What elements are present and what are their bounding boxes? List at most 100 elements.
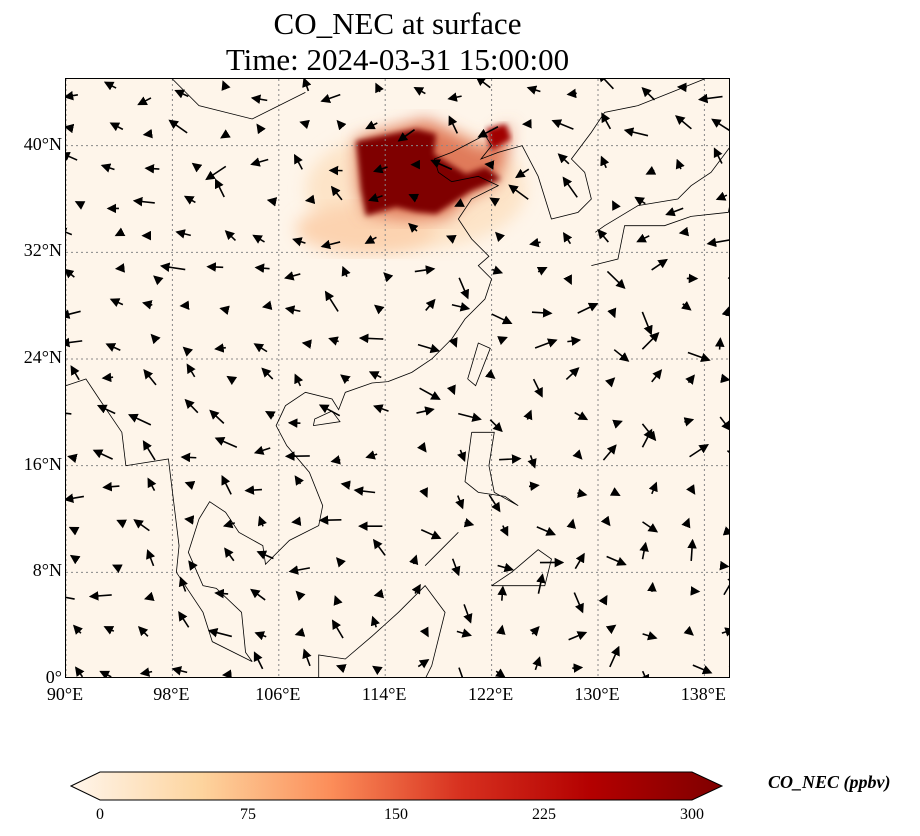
wind-arrow [294, 627, 306, 637]
wind-arrow [563, 274, 572, 285]
wind-arrow [220, 129, 231, 139]
coastline [591, 206, 729, 267]
wind-arrow [489, 197, 501, 207]
wind-arrow [294, 475, 304, 486]
wind-arrow [142, 128, 153, 139]
wind-arrow [294, 373, 304, 387]
wind-arrow [600, 155, 610, 169]
colorbar-tick-label: 150 [384, 806, 408, 823]
wind-arrow [642, 521, 659, 533]
wind-arrow [66, 596, 75, 600]
wind-arrow [641, 428, 653, 448]
wind-arrow [714, 337, 725, 350]
wind-arrow [641, 423, 657, 442]
wind-arrow [365, 450, 378, 460]
wind-arrow [687, 538, 697, 561]
wind-arrow [532, 656, 542, 671]
wind-arrow [414, 265, 436, 275]
wind-arrow [420, 529, 442, 540]
wind-arrow [353, 486, 376, 496]
wind-arrow [597, 79, 614, 90]
wind-arrow [728, 666, 729, 667]
wind-arrow [642, 631, 658, 641]
wind-arrow [66, 227, 73, 237]
wind-arrow [226, 375, 238, 386]
wind-arrow [445, 235, 457, 244]
wind-arrow [681, 517, 691, 529]
wind-arrow [105, 343, 121, 352]
wind-arrow [178, 611, 190, 628]
wind-arrow [143, 369, 157, 386]
wind-arrow [567, 336, 582, 346]
wind-arrow [574, 552, 585, 570]
coastline [595, 147, 729, 233]
wind-arrow [448, 337, 458, 348]
wind-arrow [639, 541, 649, 560]
wind-arrow [720, 373, 729, 384]
wind-arrow [373, 164, 388, 174]
wind-arrow [254, 631, 267, 641]
wind-arrow [69, 554, 81, 565]
wind-arrow [711, 118, 729, 132]
wind-arrow [365, 120, 378, 130]
wind-arrow [221, 80, 231, 91]
wind-arrow [425, 298, 436, 311]
wind-arrow [647, 581, 657, 592]
wind-arrow [375, 82, 384, 94]
wind-arrow [335, 664, 347, 674]
wind-vectors [66, 79, 729, 677]
x-tick-label: 130°E [574, 684, 620, 704]
wind-arrow [577, 488, 588, 498]
wind-arrow [606, 270, 626, 290]
wind-arrow [641, 311, 653, 336]
wind-arrow [74, 201, 86, 210]
wind-arrow [178, 576, 188, 592]
wind-arrow [142, 440, 156, 461]
wind-arrow [675, 158, 685, 170]
colorbar-tick-label: 0 [96, 806, 104, 823]
wind-arrow [179, 300, 190, 311]
co-concentration-field [296, 119, 526, 254]
wind-arrow [74, 666, 85, 677]
wind-arrow [171, 666, 188, 676]
wind-arrow [250, 157, 269, 167]
wind-arrow [372, 665, 383, 676]
wind-arrow [142, 300, 153, 310]
coastline [318, 585, 446, 677]
wind-arrow [184, 398, 199, 414]
wind-arrow [526, 85, 541, 95]
wind-arrow [607, 307, 617, 319]
x-tick-label: 114°E [361, 684, 407, 704]
wind-arrow [713, 147, 723, 164]
coastline [66, 79, 705, 663]
wind-arrow [523, 409, 533, 421]
wind-arrow [330, 185, 343, 201]
wind-arrow [528, 481, 540, 492]
wind-arrow [257, 515, 267, 527]
wind-arrow [147, 477, 157, 492]
wind-arrow [112, 564, 123, 574]
wind-arrow [497, 585, 508, 601]
wind-arrow [497, 562, 515, 573]
wind-arrow [495, 668, 506, 677]
wind-arrow [214, 343, 226, 353]
wind-arrow [364, 235, 377, 244]
wind-arrow [651, 369, 663, 383]
wind-arrow [191, 162, 203, 173]
wind-arrow [600, 515, 611, 527]
colorbar-tick-label: 225 [532, 806, 556, 823]
wind-arrow [419, 487, 428, 498]
wind-arrow [139, 667, 153, 677]
x-tick-label: 98°E [153, 684, 190, 704]
map-canvas [66, 79, 729, 677]
wind-arrow [184, 515, 195, 525]
wind-arrow [527, 455, 537, 469]
wind-arrow [265, 411, 276, 420]
wind-arrow [719, 560, 729, 571]
wind-arrow [92, 449, 113, 460]
wind-arrow [103, 81, 117, 91]
wind-arrow [331, 619, 344, 639]
wind-arrow [175, 229, 191, 239]
wind-arrow [214, 178, 225, 198]
wind-arrow [457, 449, 467, 462]
